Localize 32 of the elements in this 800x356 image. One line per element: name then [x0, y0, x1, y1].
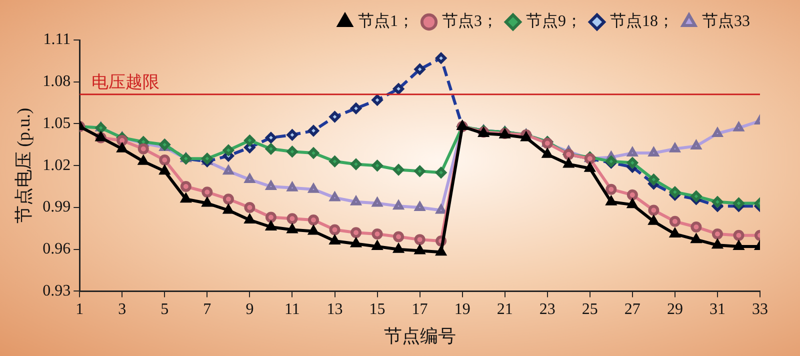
x-tick-label: 27	[624, 301, 640, 318]
x-tick-label: 33	[752, 301, 768, 318]
x-tick-label: 29	[666, 301, 683, 318]
ref-line-label: 电压越限	[92, 72, 160, 92]
x-tick-label: 23	[539, 301, 556, 318]
y-tick-label: 1.02	[42, 156, 71, 174]
y-tick-label: 0.93	[42, 282, 71, 300]
x-tick-label: 5	[160, 301, 169, 318]
legend-label: 节点1；	[358, 12, 414, 30]
x-tick-label: 15	[369, 301, 386, 318]
y-tick-label: 1.05	[42, 114, 71, 132]
x-tick-label: 25	[582, 301, 598, 318]
legend-label: 节点3；	[442, 12, 498, 30]
y-tick-label: 0.99	[42, 198, 71, 216]
x-axis-title: 节点编号	[384, 326, 456, 346]
y-tick-label: 1.11	[43, 31, 71, 48]
x-tick-label: 9	[246, 301, 254, 318]
x-tick-label: 17	[412, 301, 428, 318]
y-tick-label: 0.96	[42, 240, 71, 258]
x-tick-label: 13	[326, 301, 343, 318]
x-tick-label: 21	[496, 301, 513, 318]
y-tick-label: 1.08	[42, 73, 71, 90]
x-tick-label: 7	[203, 301, 212, 318]
x-tick-label: 19	[454, 301, 470, 318]
x-tick-label: 3	[118, 301, 126, 318]
x-tick-label: 1	[76, 301, 84, 318]
legend-label: 节点9；	[526, 12, 582, 30]
x-tick-label: 11	[284, 301, 300, 318]
y-axis-title: 节点电压 (p.u.)	[14, 108, 34, 224]
legend-label: 节点33	[702, 12, 750, 30]
legend-label: 节点18；	[610, 12, 674, 30]
x-tick-label: 31	[709, 301, 726, 318]
